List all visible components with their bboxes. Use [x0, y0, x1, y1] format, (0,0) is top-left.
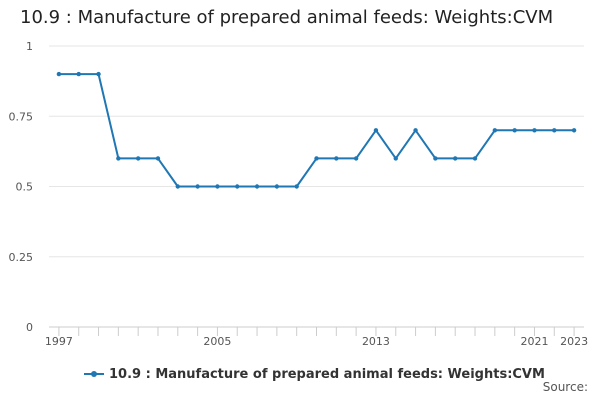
- data-point: [552, 128, 557, 133]
- x-tick-label: 2021: [520, 335, 548, 348]
- data-point: [96, 71, 101, 77]
- data-point: [453, 156, 458, 161]
- data-point: [532, 128, 537, 133]
- data-point: [56, 71, 62, 77]
- data-point: [334, 156, 339, 161]
- source-label[interactable]: Source:: [542, 380, 588, 394]
- data-point: [512, 128, 517, 133]
- data-point: [274, 184, 280, 189]
- data-point: [492, 128, 498, 133]
- series-layer: [56, 71, 577, 189]
- data-point: [135, 156, 141, 161]
- data-point: [571, 128, 577, 133]
- chart-title: 10.9 : Manufacture of prepared animal fe…: [20, 7, 554, 28]
- data-point: [314, 156, 319, 161]
- x-tick-label: 2013: [362, 335, 390, 348]
- data-point: [254, 184, 260, 189]
- data-point: [472, 156, 478, 161]
- y-tick-label: 0.25: [9, 251, 34, 264]
- data-point: [215, 184, 220, 189]
- axes: 0 0.25 0.5 0.75 1 1997 2005 2013 2021 2023: [9, 40, 589, 348]
- x-tick-label: 1997: [45, 335, 73, 348]
- y-tick-label: 1: [26, 40, 33, 53]
- data-point: [373, 128, 379, 133]
- gridlines: [49, 45, 584, 258]
- y-tick-label: 0: [26, 321, 33, 334]
- data-point: [155, 156, 161, 161]
- data-point: [235, 184, 240, 189]
- legend-label: 10.9 : Manufacture of prepared animal fe…: [109, 366, 545, 382]
- y-tick-label: 0.5: [16, 181, 34, 194]
- data-point: [393, 156, 398, 161]
- data-point: [76, 71, 81, 77]
- data-point: [195, 184, 200, 189]
- legend-line-marker-icon: [84, 368, 104, 380]
- x-tick-label: 2023: [560, 335, 588, 348]
- data-point: [413, 128, 418, 133]
- data-point: [175, 184, 180, 189]
- x-tick-label: 2005: [203, 335, 231, 348]
- data-point: [294, 184, 299, 189]
- data-point: [433, 156, 438, 161]
- data-point: [116, 156, 121, 161]
- y-tick-label: 0.75: [9, 110, 34, 123]
- legend[interactable]: 10.9 : Manufacture of prepared animal fe…: [84, 365, 545, 383]
- data-point: [353, 156, 359, 161]
